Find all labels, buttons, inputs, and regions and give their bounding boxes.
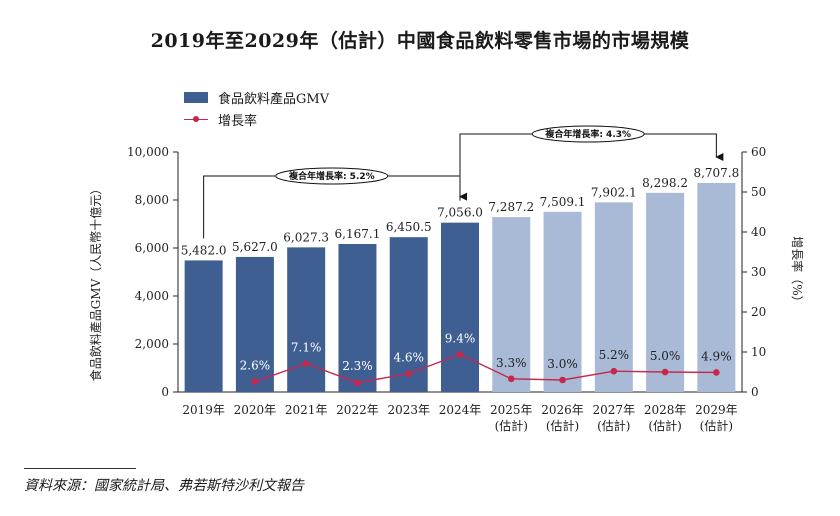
- right-axis-title: 增長率（%）: [790, 236, 805, 307]
- bar-3: [338, 243, 377, 392]
- growth-value-label: 2.3%: [342, 359, 373, 373]
- growth-point: [405, 370, 413, 377]
- x-tick-label: 2024年: [439, 403, 482, 417]
- legend-item-gmv: 食品飲料產品GMV: [184, 86, 329, 108]
- bar-10: [697, 183, 736, 392]
- x-tick-label: 2021年: [285, 403, 328, 417]
- bar-9: [646, 192, 685, 392]
- right-tick-label: 50: [751, 185, 766, 199]
- x-tick-label: (估計): [597, 418, 630, 433]
- x-tick-label: 2029年: [695, 403, 738, 417]
- bar-2: [287, 247, 326, 392]
- x-tick-label: 2023年: [387, 403, 430, 417]
- left-tick-label: 6,000: [135, 241, 169, 255]
- bar-value-label: 8,298.2: [642, 176, 688, 190]
- source-divider: [24, 468, 136, 469]
- growth-point: [507, 375, 515, 383]
- cagr-label-2024-2029: 複合年增長率: 4.3%: [544, 128, 631, 140]
- legend-label-growth: 增長率: [218, 113, 258, 129]
- x-tick-label: 2020年: [234, 403, 277, 417]
- growth-value-label: 7.1%: [291, 341, 322, 355]
- bar-value-label: 7,287.2: [488, 200, 534, 214]
- right-tick-label: 20: [751, 305, 766, 319]
- legend-swatch-gmv: [184, 91, 208, 103]
- legend: 食品飲料產品GMV 增長率: [184, 86, 329, 130]
- bar-value-label: 7,509.1: [540, 195, 586, 209]
- left-tick-label: 10,000: [127, 145, 169, 159]
- growth-value-label: 4.9%: [701, 349, 732, 363]
- growth-value-label: 5.0%: [650, 349, 681, 363]
- growth-point: [354, 379, 361, 387]
- growth-value-label: 5.2%: [599, 348, 630, 362]
- x-tick-label: (估計): [546, 418, 579, 433]
- bar-6: [492, 217, 531, 392]
- bar-5: [441, 222, 479, 392]
- legend-label-gmv: 食品飲料產品GMV: [218, 91, 330, 107]
- left-tick-label: 0: [161, 385, 169, 399]
- growth-value-label: 2.6%: [240, 359, 271, 373]
- cagr-bubble-2024-2029: [531, 125, 645, 143]
- x-tick-label: (估計): [648, 418, 681, 433]
- left-axis-title: 食品飲料產品GMV（人民幣十億元）: [88, 183, 103, 382]
- growth-value-label: 4.6%: [393, 351, 424, 365]
- growth-point: [456, 351, 464, 358]
- left-tick-label: 4,000: [135, 289, 169, 303]
- bar-value-label: 8,707.8: [693, 166, 739, 180]
- right-tick-label: 40: [751, 225, 766, 239]
- bar-value-label: 7,056.0: [437, 206, 483, 220]
- growth-point: [302, 360, 310, 367]
- left-tick-label: 8,000: [135, 193, 169, 207]
- legend-swatch-growth: [184, 114, 208, 125]
- growth-line: [254, 353, 717, 384]
- x-tick-label: 2026年: [541, 403, 584, 417]
- bar-value-label: 6,450.5: [386, 220, 432, 234]
- bar-value-label: 6,167.1: [335, 227, 381, 241]
- growth-point: [713, 369, 720, 376]
- growth-point: [251, 378, 259, 385]
- bar-0: [184, 260, 223, 392]
- growth-point: [661, 368, 669, 376]
- right-tick-label: 10: [751, 345, 766, 359]
- chart-title: 2019年至2029年（估計）中國食品飲料零售市場的市場規模: [150, 30, 690, 52]
- bar-7: [543, 211, 582, 392]
- right-tick-label: 30: [751, 265, 766, 279]
- x-tick-label: 2028年: [644, 403, 687, 417]
- bar-value-label: 7,902.1: [591, 185, 637, 199]
- source-note: 資料來源：國家統計局、弗若斯特沙利文報告: [24, 478, 304, 494]
- x-tick-label: 2019年: [182, 403, 225, 417]
- bar-4: [389, 237, 428, 392]
- growth-value-label: 3.0%: [547, 357, 578, 371]
- cagr-connector-2024-2029: [459, 133, 724, 201]
- growth-point: [610, 367, 618, 375]
- legend-item-growth: 增長率: [184, 108, 329, 130]
- bar-value-label: 5,627.0: [232, 240, 278, 254]
- x-tick-label: (估計): [700, 418, 733, 433]
- bar-value-label: 5,482.0: [181, 243, 227, 257]
- growth-value-label: 9.4%: [445, 331, 476, 345]
- right-tick-label: 0: [751, 385, 759, 399]
- left-tick-label: 2,000: [135, 337, 169, 351]
- cagr-label-2019-2024: 複合年增長率: 5.2%: [288, 170, 375, 182]
- bar-value-label: 6,027.3: [283, 230, 329, 244]
- bar-1: [235, 256, 274, 392]
- x-tick-label: 2027年: [593, 403, 636, 417]
- x-tick-label: 2025年: [490, 403, 533, 417]
- right-tick-label: 60: [751, 145, 766, 159]
- growth-value-label: 3.3%: [496, 356, 527, 370]
- x-tick-label: (估計): [495, 418, 528, 433]
- x-tick-label: 2022年: [336, 403, 379, 417]
- growth-point: [559, 376, 566, 384]
- cagr-bubble-2019-2024: [275, 167, 389, 185]
- bar-8: [594, 202, 633, 392]
